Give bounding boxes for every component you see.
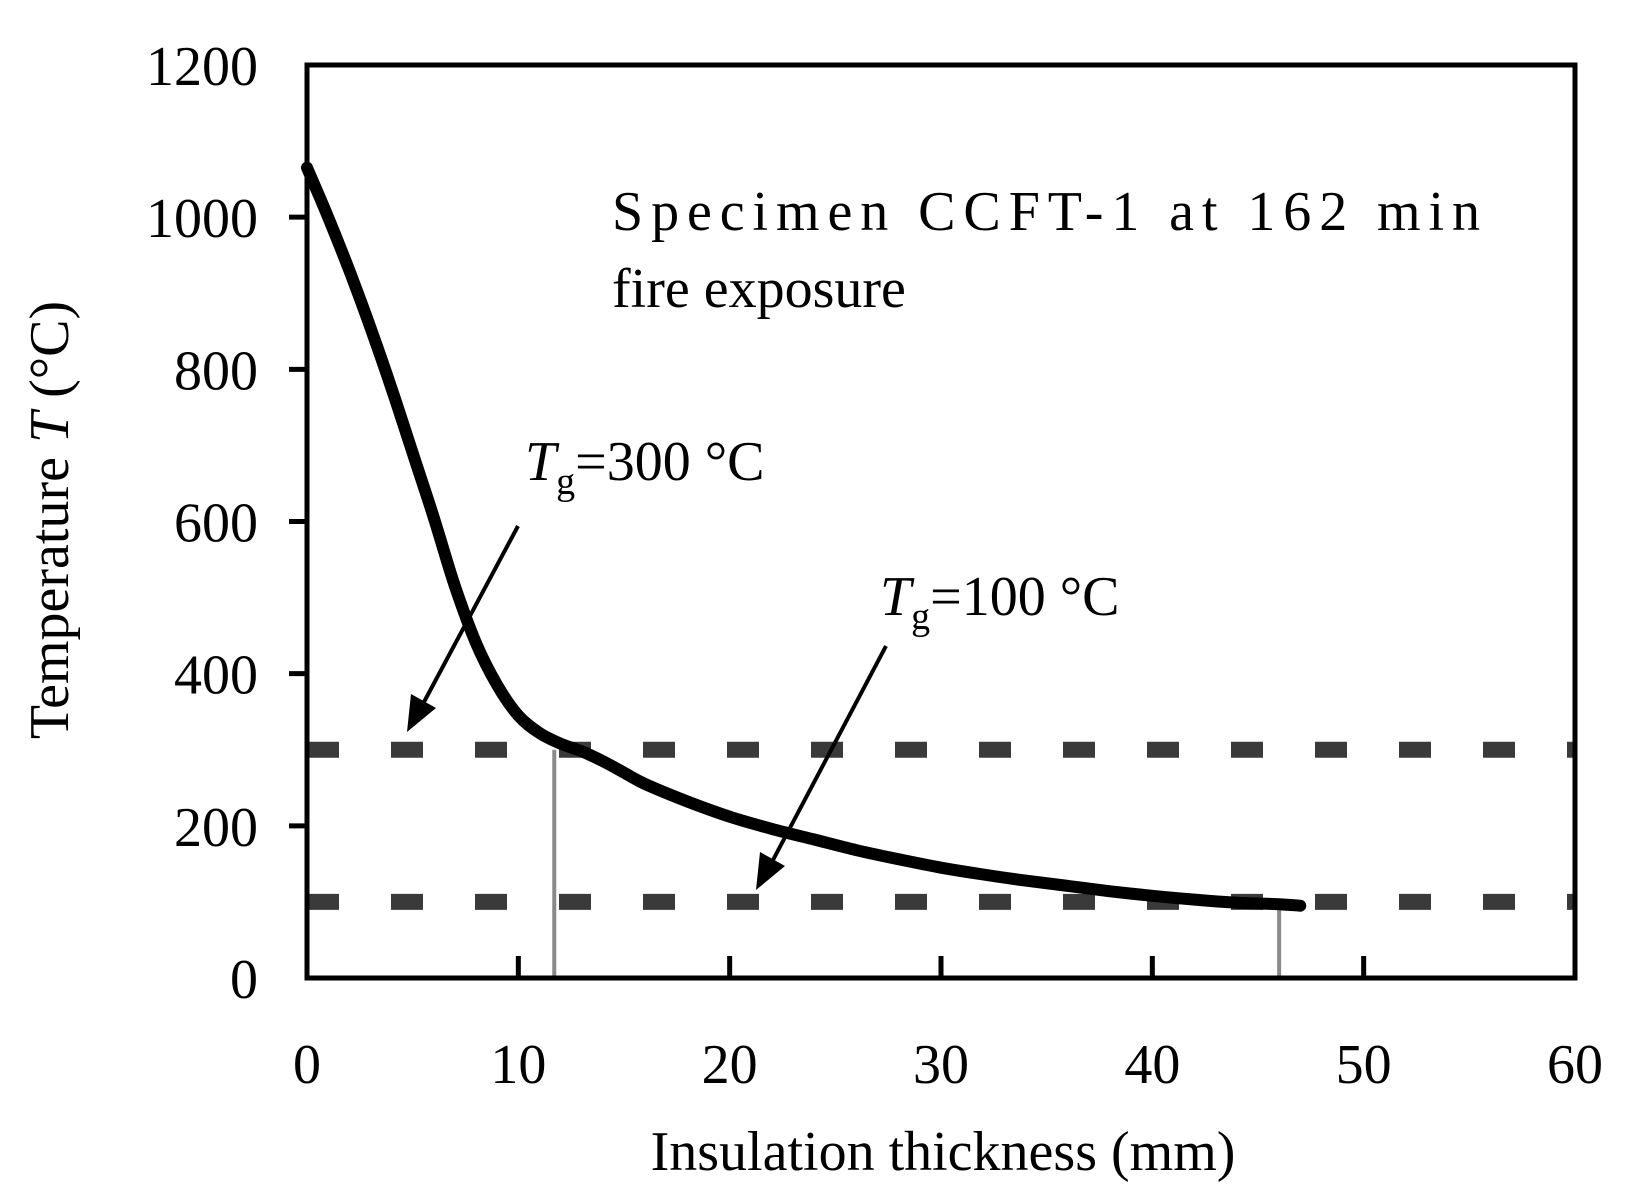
x-axis-title: Insulation thickness (mm) bbox=[651, 1121, 1236, 1183]
y-tick-label-0: 0 bbox=[230, 949, 258, 1011]
y-axis-title: Temperature T (°C) bbox=[19, 301, 81, 739]
x-tick-label-60: 60 bbox=[1547, 1034, 1603, 1096]
y-tick-label-1000: 1000 bbox=[146, 188, 258, 250]
x-tick-label-20: 20 bbox=[702, 1034, 758, 1096]
tg-300-label: Tg=300 °C bbox=[525, 431, 764, 503]
tg-100-label: Tg=100 °C bbox=[880, 566, 1119, 638]
y-tick-label-1200: 1200 bbox=[146, 36, 258, 98]
x-tick-label-40: 40 bbox=[1124, 1034, 1180, 1096]
y-tick-label-400: 400 bbox=[174, 645, 258, 707]
annotation-line-2: fire exposure bbox=[612, 258, 906, 320]
marks-layer bbox=[301, 161, 1575, 978]
x-tick-label-50: 50 bbox=[1336, 1034, 1392, 1096]
tg-300-arrow bbox=[407, 525, 520, 732]
annotation-line-1: Specimen CCFT-1 at 162 min bbox=[612, 181, 1480, 243]
y-tick-label-600: 600 bbox=[174, 493, 258, 555]
y-tick-label-200: 200 bbox=[174, 797, 258, 859]
x-tick-label-10: 10 bbox=[490, 1034, 546, 1096]
tg-100-arrow bbox=[756, 645, 888, 890]
x-tick-label-0: 0 bbox=[293, 1034, 321, 1096]
y-tick-label-800: 800 bbox=[174, 340, 258, 402]
series-line-0 bbox=[301, 161, 1307, 912]
x-tick-label-30: 30 bbox=[913, 1034, 969, 1096]
